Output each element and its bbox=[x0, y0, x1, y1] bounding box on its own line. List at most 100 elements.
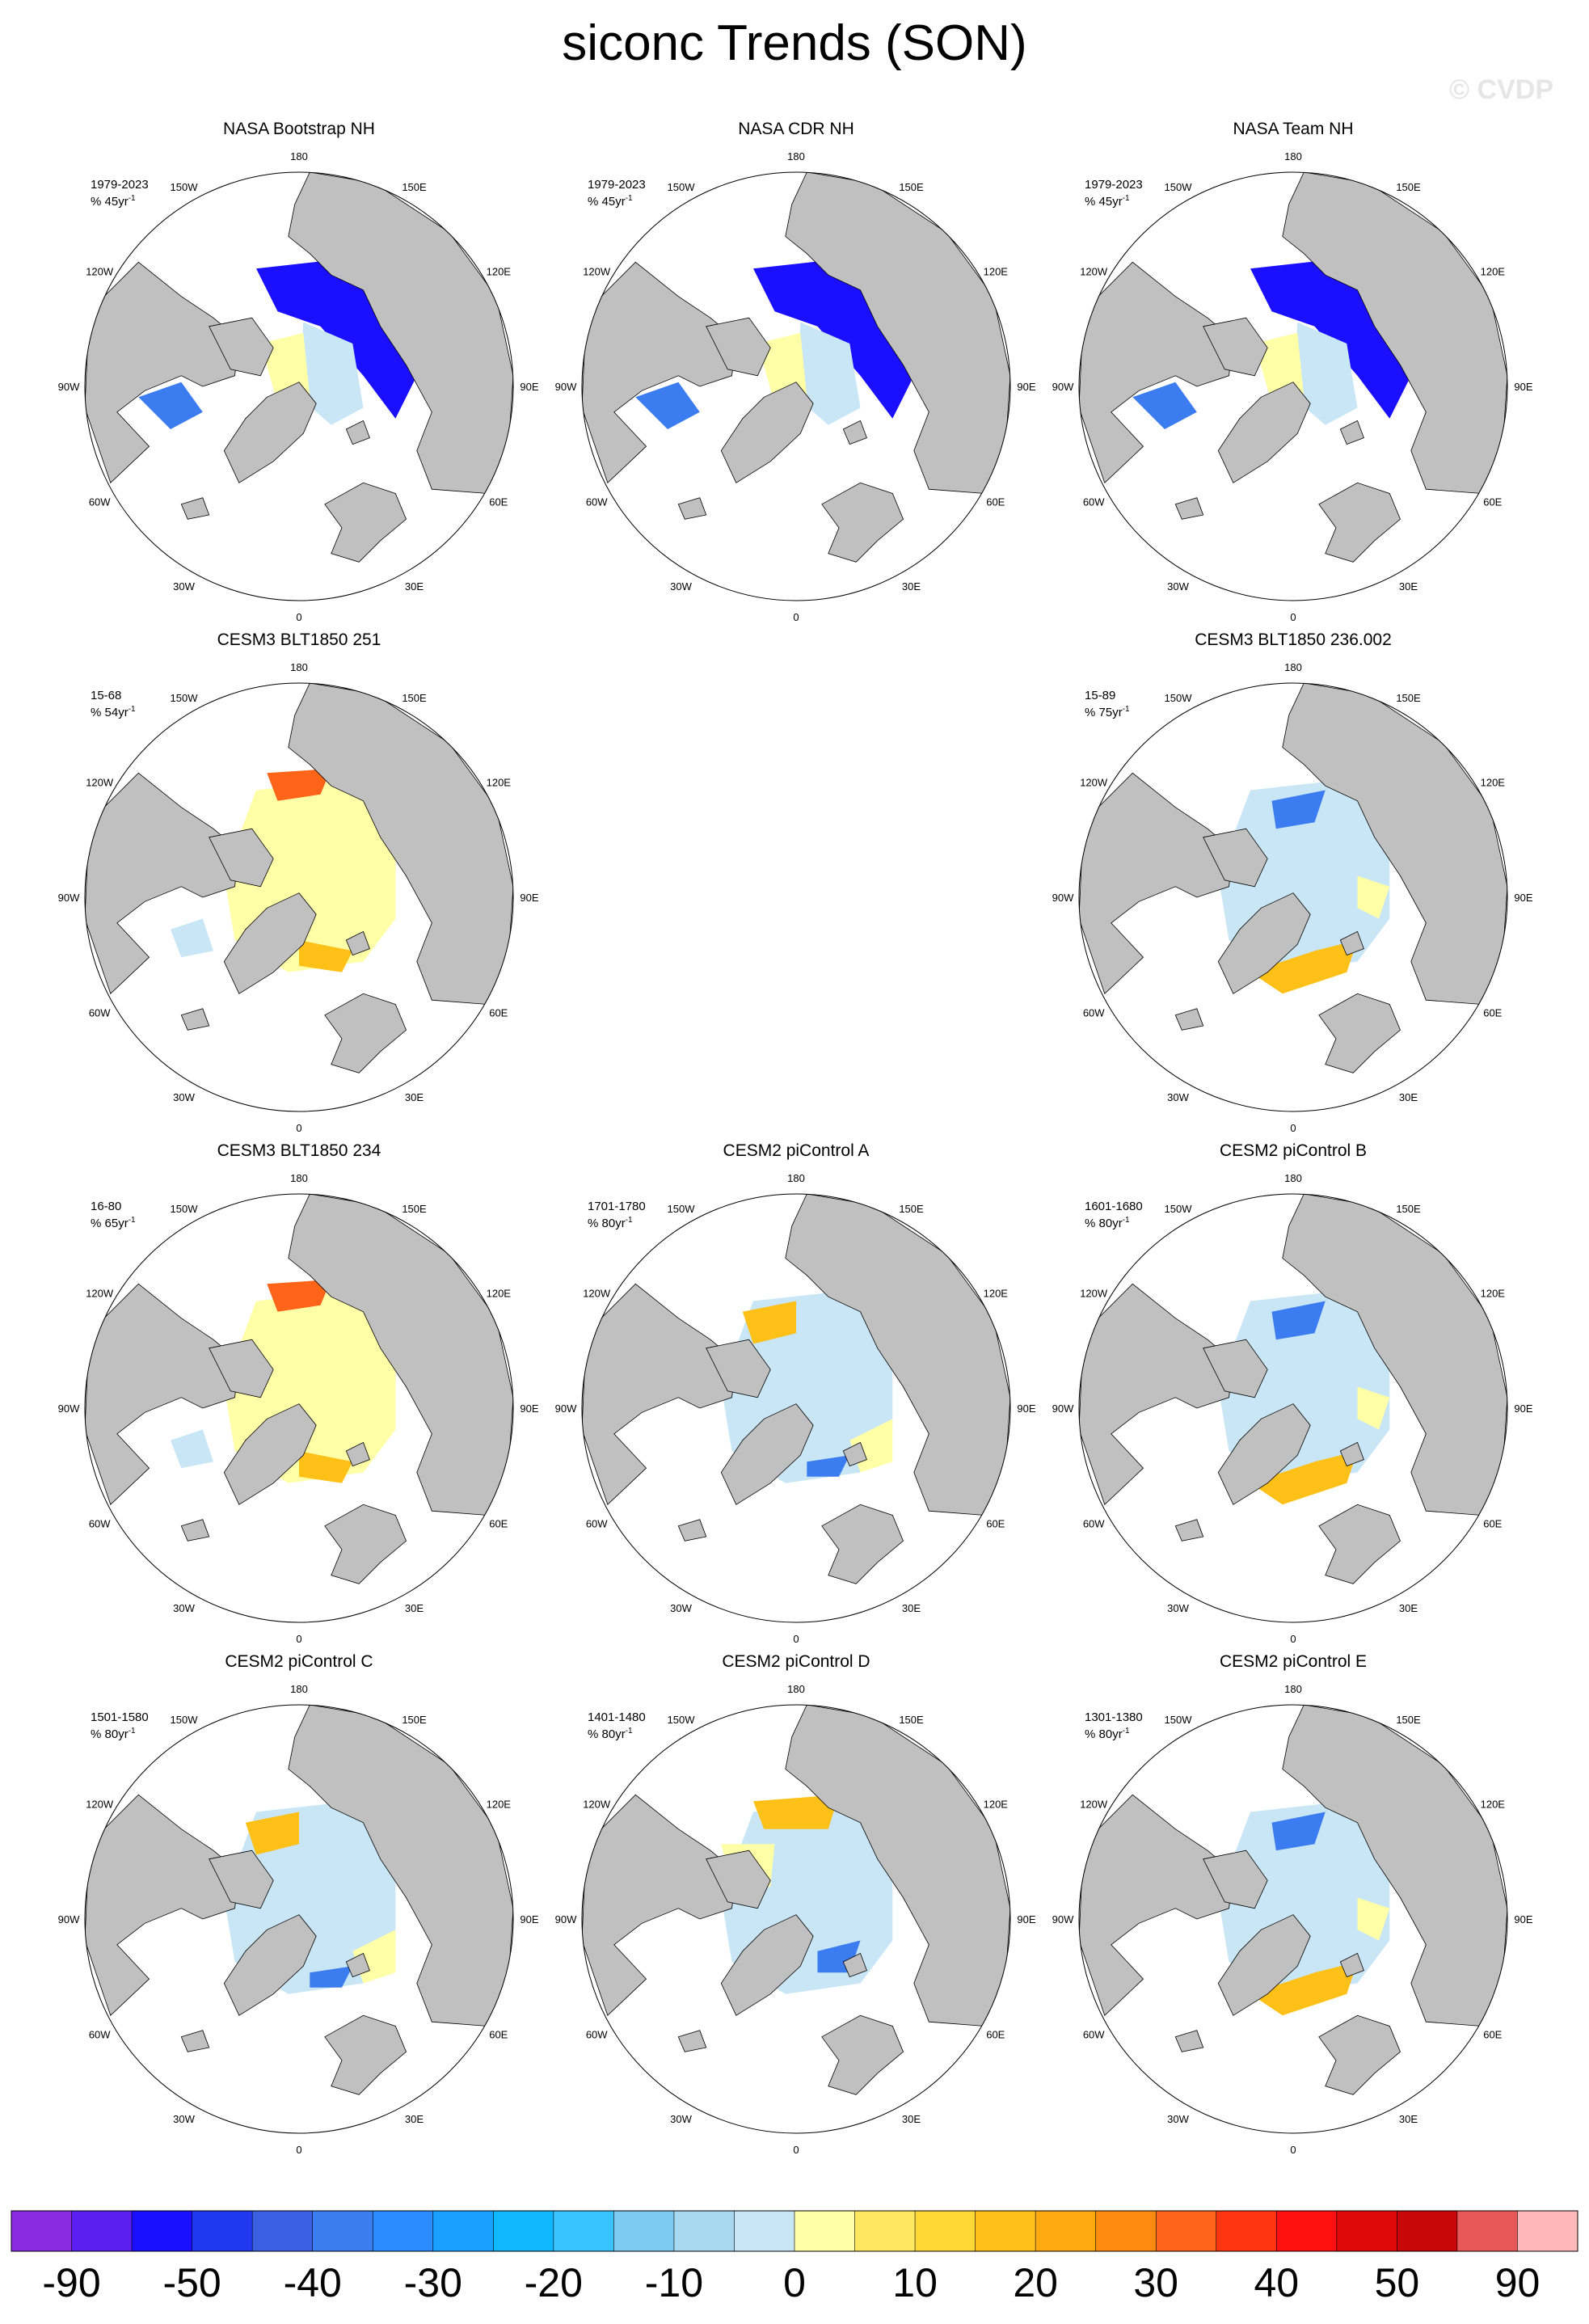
longitude-label: 60E bbox=[1483, 1007, 1502, 1019]
longitude-label: 120W bbox=[583, 1799, 611, 1811]
land-mass bbox=[1079, 772, 1234, 995]
longitude-label: 150E bbox=[899, 181, 924, 193]
trend-region-moderate-increase bbox=[1250, 1962, 1358, 2016]
land-mass bbox=[1174, 2030, 1204, 2052]
colorbar-swatch bbox=[312, 2211, 373, 2251]
colorbar-tick-label: 50 bbox=[1375, 2260, 1420, 2305]
colorbar-swatch bbox=[553, 2211, 614, 2251]
period-label: 1701-1780 bbox=[588, 1200, 646, 1213]
trend-unit-label: % 45yr-1 bbox=[1085, 192, 1143, 209]
panel-period-info: 15-68% 54yr-1 bbox=[91, 689, 136, 719]
longitude-label: 150W bbox=[1165, 1203, 1193, 1215]
land-mass bbox=[345, 420, 370, 445]
longitude-label: 150E bbox=[1396, 181, 1421, 193]
land-mass bbox=[85, 772, 240, 995]
longitude-label: 150W bbox=[1165, 181, 1193, 193]
longitude-label: 180 bbox=[787, 150, 805, 162]
trend-region-strong-increase bbox=[267, 1280, 331, 1312]
land-mass bbox=[223, 382, 317, 483]
longitude-label: 120E bbox=[984, 266, 1009, 278]
colorbar-swatch bbox=[613, 2211, 675, 2251]
longitude-label: 90W bbox=[58, 892, 80, 904]
trend-unit-exponent: -1 bbox=[128, 1216, 136, 1225]
panel-title: NASA CDR NH bbox=[738, 120, 854, 138]
land-mass bbox=[677, 2030, 707, 2052]
longitude-label: 180 bbox=[290, 1172, 308, 1184]
colorbar-swatch bbox=[734, 2211, 795, 2251]
map-panel-cesm3-234: CESM3 BLT1850 234 180 150E 120E 90E 60E 30E 0 30… bbox=[48, 1141, 550, 1651]
panel-title: NASA Bootstrap NH bbox=[223, 120, 375, 138]
longitude-label: 60E bbox=[1483, 1518, 1502, 1530]
polar-map: 180 150E 120E 90E 60E 30E 0 30W 60W 90W 120W 150W bbox=[555, 150, 1036, 623]
longitude-label: 30W bbox=[173, 2113, 195, 2125]
cvdp-watermark: © CVDP bbox=[1449, 74, 1553, 105]
polar-map: 180 150E 120E 90E 60E 30E 0 30W 60W 90W 120W 150W bbox=[1052, 661, 1533, 1134]
longitude-label: 120W bbox=[1080, 1799, 1108, 1811]
longitude-label: 90E bbox=[520, 381, 538, 393]
land-mass bbox=[345, 1441, 370, 1467]
panel-title: CESM2 piControl A bbox=[723, 1141, 870, 1160]
land-mass bbox=[677, 1519, 707, 1542]
land-mass bbox=[1339, 930, 1364, 956]
colorbar-tick-label: -10 bbox=[645, 2260, 703, 2305]
longitude-label: 30E bbox=[405, 2113, 424, 2125]
land-mass bbox=[1339, 1441, 1364, 1467]
colorbar-tick-label: 0 bbox=[783, 2260, 806, 2305]
trend-region-weak-increase bbox=[1357, 1386, 1390, 1430]
colorbar-swatch bbox=[1336, 2211, 1397, 2251]
longitude-label: 30W bbox=[173, 580, 195, 593]
longitude-label: 180 bbox=[787, 1172, 805, 1184]
colorbar-tick-label: -90 bbox=[42, 2260, 100, 2305]
longitude-label: 120W bbox=[86, 1799, 114, 1811]
map-border bbox=[1078, 171, 1508, 601]
trend-unit-text: % 80yr bbox=[588, 1727, 626, 1741]
colorbar-frame bbox=[11, 2210, 1578, 2252]
trend-region-weak-increase bbox=[1357, 1897, 1390, 1941]
polar-map: 180 150E 120E 90E 60E 30E 0 30W 60W 90W 120W 150W bbox=[58, 1683, 539, 2156]
polar-map: 180 150E 120E 90E 60E 30E 0 30W 60W 90W 120W 150W bbox=[1052, 1683, 1533, 2156]
colorbar-swatch bbox=[493, 2211, 554, 2251]
trend-unit-exponent: -1 bbox=[128, 1727, 136, 1736]
longitude-label: 120E bbox=[487, 266, 512, 278]
trend-region-moderate-increase bbox=[753, 1795, 839, 1829]
trend-region-moderate-decline bbox=[1271, 790, 1326, 829]
colorbar-swatch bbox=[1456, 2211, 1518, 2251]
longitude-label: 0 bbox=[1290, 611, 1296, 623]
colorbar-tick-label: 40 bbox=[1254, 2260, 1299, 2305]
longitude-label: 120E bbox=[984, 1288, 1009, 1300]
longitude-label: 30E bbox=[1399, 1091, 1418, 1103]
longitude-label: 120W bbox=[86, 266, 114, 278]
panel-period-info: 16-80% 65yr-1 bbox=[91, 1200, 136, 1230]
longitude-label: 60W bbox=[1083, 1518, 1105, 1530]
trend-region-moderate-increase bbox=[245, 1812, 299, 1855]
land-mass bbox=[677, 497, 707, 520]
land-mass bbox=[180, 2030, 210, 2052]
land-mass bbox=[1079, 1794, 1234, 2017]
longitude-label: 30E bbox=[405, 1091, 424, 1103]
longitude-label: 120W bbox=[583, 1288, 611, 1300]
longitude-label: 150E bbox=[402, 692, 427, 704]
land-mass bbox=[223, 1403, 317, 1505]
colorbar-swatch bbox=[1035, 2211, 1097, 2251]
colorbar-swatch bbox=[71, 2211, 133, 2251]
longitude-label: 90E bbox=[1514, 1402, 1532, 1415]
panel-period-info: 1701-1780% 80yr-1 bbox=[588, 1200, 646, 1230]
land-mass bbox=[85, 261, 240, 484]
trend-region-moderate-increase bbox=[742, 1301, 796, 1344]
period-label: 1979-2023 bbox=[1085, 178, 1143, 192]
colorbar-swatch bbox=[192, 2211, 253, 2251]
longitude-label: 0 bbox=[793, 2144, 799, 2156]
trend-region-weak-decline bbox=[171, 918, 213, 958]
trend-region-strong-increase bbox=[267, 769, 331, 801]
longitude-label: 150E bbox=[402, 1714, 427, 1726]
longitude-label: 30W bbox=[1167, 2113, 1189, 2125]
land-mass bbox=[1217, 382, 1311, 483]
panel-title: NASA Team NH bbox=[1233, 120, 1354, 138]
land-mass bbox=[1079, 1283, 1234, 1506]
map-panel-cesm3-236: CESM3 BLT1850 236.002 180 150E 120E 90E 60E 30… bbox=[1043, 631, 1544, 1140]
longitude-label: 30E bbox=[1399, 2113, 1418, 2125]
longitude-label: 60E bbox=[489, 2029, 508, 2041]
longitude-label: 120W bbox=[583, 266, 611, 278]
longitude-label: 90E bbox=[520, 1913, 538, 1925]
trend-unit-text: % 75yr bbox=[1085, 706, 1123, 719]
